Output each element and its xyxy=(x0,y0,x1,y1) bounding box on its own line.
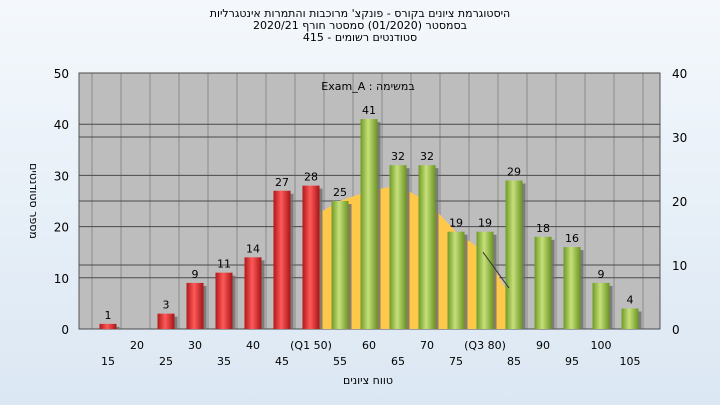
value-label-4: 11 xyxy=(217,258,231,271)
x-axis-title: טווח ציונים xyxy=(343,374,393,387)
value-label-3: 9 xyxy=(192,268,199,281)
value-label-10: 32 xyxy=(391,150,405,163)
x-tick-label-10: 65 xyxy=(391,355,405,368)
y-tick-label-10: 10 xyxy=(54,272,69,286)
x-tick-label-18: 105 xyxy=(620,355,641,368)
bar-18 xyxy=(621,308,639,329)
x-tick-label-6: 45 xyxy=(275,355,289,368)
bar-7 xyxy=(302,185,320,329)
x-tick-label-7: (Q1 50) xyxy=(290,339,332,352)
x-tick-label-15: 90 xyxy=(536,339,550,352)
chart-subtitle: בסמסטר (01/2020) סמסטר חורף 2020/21 xyxy=(253,19,467,32)
curve-edge-line xyxy=(482,251,510,289)
value-label-12: 19 xyxy=(449,217,463,230)
bar-13 xyxy=(476,231,494,329)
x-tick-label-8: 55 xyxy=(333,355,347,368)
x-tick-label-9: 60 xyxy=(362,339,376,352)
value-label-14: 29 xyxy=(507,166,521,179)
value-label-17: 9 xyxy=(598,268,605,281)
bar-14 xyxy=(505,180,523,329)
y2-tick-label-30: 30 xyxy=(672,131,687,145)
value-label-5: 14 xyxy=(246,242,260,255)
y-tick-label-50: 50 xyxy=(54,67,69,81)
x-tick-label-17: 100 xyxy=(591,339,612,352)
bar-16 xyxy=(563,247,581,329)
x-tick-label-1: 20 xyxy=(130,339,144,352)
value-label-9: 41 xyxy=(362,104,376,117)
chart-titles: היסטוגרמת ציונים בקורס - פונקצ' מרוכבות … xyxy=(0,8,720,44)
y-tick-label-20: 20 xyxy=(54,221,69,235)
bar-11 xyxy=(418,165,436,329)
bar-6 xyxy=(273,190,291,329)
y2-tick-label-20: 20 xyxy=(672,195,687,209)
bar-0 xyxy=(99,323,117,329)
value-label-6: 27 xyxy=(275,176,289,189)
bar-9 xyxy=(360,119,378,329)
bar-4 xyxy=(215,272,233,329)
bar-17 xyxy=(592,282,610,329)
x-tick-label-13: (Q3 80) xyxy=(464,339,506,352)
y2-tick-label-0: 0 xyxy=(672,323,680,337)
bar-5 xyxy=(244,257,262,329)
value-label-15: 18 xyxy=(536,222,550,235)
x-tick-label-3: 30 xyxy=(188,339,202,352)
bar-15 xyxy=(534,236,552,329)
chart-registered-count: סטודנטים רשומים - 415 xyxy=(302,31,418,44)
x-tick-label-2: 25 xyxy=(159,355,173,368)
bar-8 xyxy=(331,201,349,329)
bar-3 xyxy=(186,282,204,329)
value-label-13: 19 xyxy=(478,217,492,230)
bar-10 xyxy=(389,165,407,329)
y-axis-title: מספר סטודנטים xyxy=(27,163,40,239)
chart-title: היסטוגרמת ציונים בקורס - פונקצ' מרוכבות … xyxy=(209,7,511,20)
x-tick-label-16: 95 xyxy=(565,355,579,368)
value-label-16: 16 xyxy=(565,232,579,245)
value-label-2: 3 xyxy=(163,299,170,312)
value-label-18: 4 xyxy=(627,294,634,307)
x-tick-label-12: 75 xyxy=(449,355,463,368)
value-label-8: 25 xyxy=(333,186,347,199)
x-tick-label-5: 40 xyxy=(246,339,260,352)
value-label-0: 1 xyxy=(105,309,112,322)
bar-12 xyxy=(447,231,465,329)
y-tick-label-30: 30 xyxy=(54,169,69,183)
bar-2 xyxy=(157,313,175,329)
x-tick-label-14: 85 xyxy=(507,355,521,368)
y-tick-label-40: 40 xyxy=(54,118,69,132)
y2-tick-label-40: 40 xyxy=(672,67,687,81)
value-label-11: 32 xyxy=(420,150,434,163)
x-tick-label-0: 15 xyxy=(101,355,115,368)
y2-tick-label-10: 10 xyxy=(672,259,687,273)
y-tick-label-0: 0 xyxy=(61,323,69,337)
chart-annotation: במשימה : Exam_A xyxy=(321,80,414,93)
x-tick-label-11: 70 xyxy=(420,339,434,352)
x-tick-label-4: 35 xyxy=(217,355,231,368)
value-label-7: 28 xyxy=(304,171,318,184)
